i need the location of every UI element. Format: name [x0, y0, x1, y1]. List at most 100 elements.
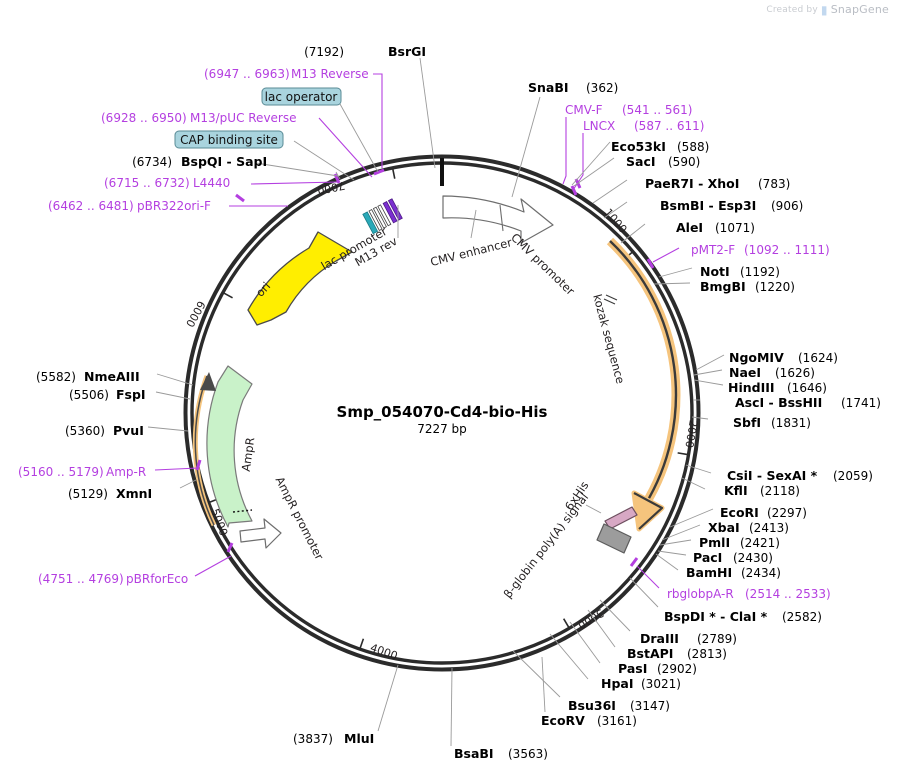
enzyme-pos-csii-sexai: (2059)	[833, 469, 873, 483]
feature-orf-arrow	[606, 237, 681, 532]
feature-ampr-outer-arc	[192, 372, 217, 527]
primer-label-pbr322ori-f: pBR322ori-F	[137, 199, 211, 213]
primer-label-lncx: LNCX	[583, 119, 615, 133]
enzyme-pos-snabi: (362)	[586, 81, 618, 95]
enzyme-pos-alei: (1071)	[715, 221, 755, 235]
snapgene-watermark: Created by ▮ SnapGene	[766, 3, 889, 16]
enzyme-pos-nmeaiii: (5582)	[36, 370, 76, 384]
enzyme-label-saci: SacI	[626, 154, 656, 169]
primer-range-lncx: (587 .. 611)	[634, 119, 704, 133]
enzyme-label-paci: PacI	[693, 550, 722, 565]
primer-range-rbglobpa-r: (2514 .. 2533)	[745, 587, 831, 601]
enzyme-pos-ecori: (2297)	[767, 506, 807, 520]
enzyme-label-paer7i-xhoi: PaeR7I - XhoI	[645, 176, 739, 191]
enzyme-label-mlui: MluI	[344, 731, 374, 746]
enzyme-label-hindiii: HindIII	[728, 380, 775, 395]
enzyme-pos-bmgbi: (1220)	[755, 280, 795, 294]
enzyme-pos-saci: (590)	[668, 155, 700, 169]
feature-ampr-promoter: AmpR promoter	[239, 474, 327, 562]
enzyme-pos-draiii: (2789)	[697, 632, 737, 646]
enzyme-label-naei: NaeI	[729, 365, 761, 380]
leader-lines	[147, 57, 725, 747]
enzyme-label-bsmbi-esp3i: BsmBI - Esp3I	[660, 198, 756, 213]
enzyme-pos-paer7i-xhoi: (783)	[758, 177, 790, 191]
enzyme-label-asci-bsshii: AscI - BssHII	[735, 395, 822, 410]
primer-range-m13-puc-reverse: (6928 .. 6950)	[101, 111, 187, 125]
enzyme-label-bspdi-clai: BspDI * - ClaI *	[664, 609, 768, 624]
enzyme-pos-bsu36i: (3147)	[630, 699, 670, 713]
plasmid-size: 7227 bp	[417, 422, 467, 436]
feature-label-cmv-enhancer: CMV enhancer	[429, 235, 514, 269]
enzyme-pos-asci-bsshii: (1741)	[841, 396, 881, 410]
feature-label-ampr-promoter: AmpR promoter	[273, 474, 327, 562]
primer-label-l4440: L4440	[193, 176, 230, 190]
enzyme-pos-paci: (2430)	[733, 551, 773, 565]
page-title: Smp_054070-Cd4-bio-His	[337, 403, 548, 421]
bookmark-icon: ▮	[820, 2, 828, 17]
feature-ori-arrow: ori	[247, 231, 353, 326]
enzyme-pos-naei: (1626)	[775, 366, 815, 380]
site-label-lac-operator: lac operator	[265, 90, 338, 104]
enzyme-pos-mlui: (3837)	[293, 732, 333, 746]
enzyme-pos-bsmbi-esp3i: (906)	[771, 199, 803, 213]
enzyme-label-pvui: PvuI	[113, 423, 144, 438]
enzyme-label-ecori: EcoRI	[720, 505, 759, 520]
primer-label-pbrforeco: pBRforEco	[126, 572, 188, 586]
tick-label-7000: 7000	[316, 179, 346, 197]
primer-label-amp-r: Amp-R	[106, 465, 146, 479]
primer-label-rbglobpa-r: rbglobpA-R	[667, 587, 734, 601]
enzyme-pos-pasi: (2902)	[657, 662, 697, 676]
enzyme-pos-bspqi-sapi: (6734)	[132, 155, 172, 169]
enzyme-pos-bspdi-clai: (2582)	[782, 610, 822, 624]
tick-label-2000: 2000	[682, 419, 699, 449]
enzyme-label-noti: NotI	[700, 264, 730, 279]
enzyme-label-bstapi: BstAPI	[627, 646, 673, 661]
primer-label-pmt2-f: pMT2-F	[691, 243, 735, 257]
feature-kozak: kozak sequence	[590, 293, 627, 386]
site-box-lac-operator: lac operator	[261, 87, 342, 106]
primer-range-pmt2-f: (1092 .. 1111)	[744, 243, 830, 257]
primer-label-cmv-f: CMV-F	[565, 103, 603, 117]
enzyme-pos-xmni: (5129)	[68, 487, 108, 501]
enzyme-label-alei: AleI	[676, 220, 703, 235]
feature-mcs-cluster	[362, 198, 403, 235]
watermark-brand: SnapGene	[830, 3, 889, 16]
enzyme-pos-noti: (1192)	[740, 265, 780, 279]
watermark-prefix: Created by	[766, 4, 818, 15]
enzyme-pos-xbai: (2413)	[749, 521, 789, 535]
primer-range-m13-reverse: (6947 .. 6963)	[204, 67, 290, 81]
primer-range-amp-r: (5160 .. 5179)	[18, 465, 104, 479]
enzyme-label-hpai: HpaI	[601, 676, 634, 691]
enzyme-label-fspi: FspI	[116, 387, 146, 402]
site-box-cap-binding-site: CAP binding site	[174, 130, 284, 149]
feature-cmv-block: CMV enhancer CMV promoter	[429, 195, 578, 298]
enzyme-label-bmgbi: BmgBI	[700, 279, 746, 294]
enzyme-pos-ecorv: (3161)	[597, 714, 637, 728]
enzyme-label-pmli: PmlI	[699, 535, 730, 550]
enzyme-pos-bsrgi: (7192)	[304, 45, 344, 59]
enzyme-pos-fspi: (5506)	[69, 388, 109, 402]
feature-label-ampr: AmpR	[239, 436, 258, 472]
feature-label-bglobin-polya: β-globin poly(A) signal	[501, 490, 592, 601]
enzyme-pos-hpai: (3021)	[641, 677, 681, 691]
enzyme-pos-hindiii: (1646)	[787, 381, 827, 395]
enzyme-label-sbfi: SbfI	[733, 415, 761, 430]
primer-label-m13-puc-reverse: M13/pUC Reverse	[190, 111, 297, 125]
enzyme-pos-ngomiv: (1624)	[798, 351, 838, 365]
enzyme-label-bspqi-sapi: BspQI - SapI	[181, 154, 267, 169]
feature-label-cmv-promoter: CMV promoter	[508, 230, 578, 298]
enzyme-label-bsabi: BsaBI	[454, 746, 494, 761]
enzyme-label-bsu36i: Bsu36I	[568, 698, 616, 713]
primer-range-l4440: (6715 .. 6732)	[104, 176, 190, 190]
enzyme-label-xbai: XbaI	[708, 520, 740, 535]
enzyme-label-bamhi: BamHI	[686, 565, 732, 580]
enzyme-label-nmeaiii: NmeAIII	[84, 369, 140, 384]
enzyme-label-xmni: XmnI	[116, 486, 152, 501]
primer-range-pbr322ori-f: (6462 .. 6481)	[48, 199, 134, 213]
feature-ampr-arrow: AmpR	[206, 365, 258, 528]
enzyme-pos-sbfi: (1831)	[771, 416, 811, 430]
enzyme-label-ngomiv: NgoMIV	[729, 350, 784, 365]
enzyme-label-snabi: SnaBI	[528, 80, 569, 95]
enzyme-pos-kfli: (2118)	[760, 484, 800, 498]
